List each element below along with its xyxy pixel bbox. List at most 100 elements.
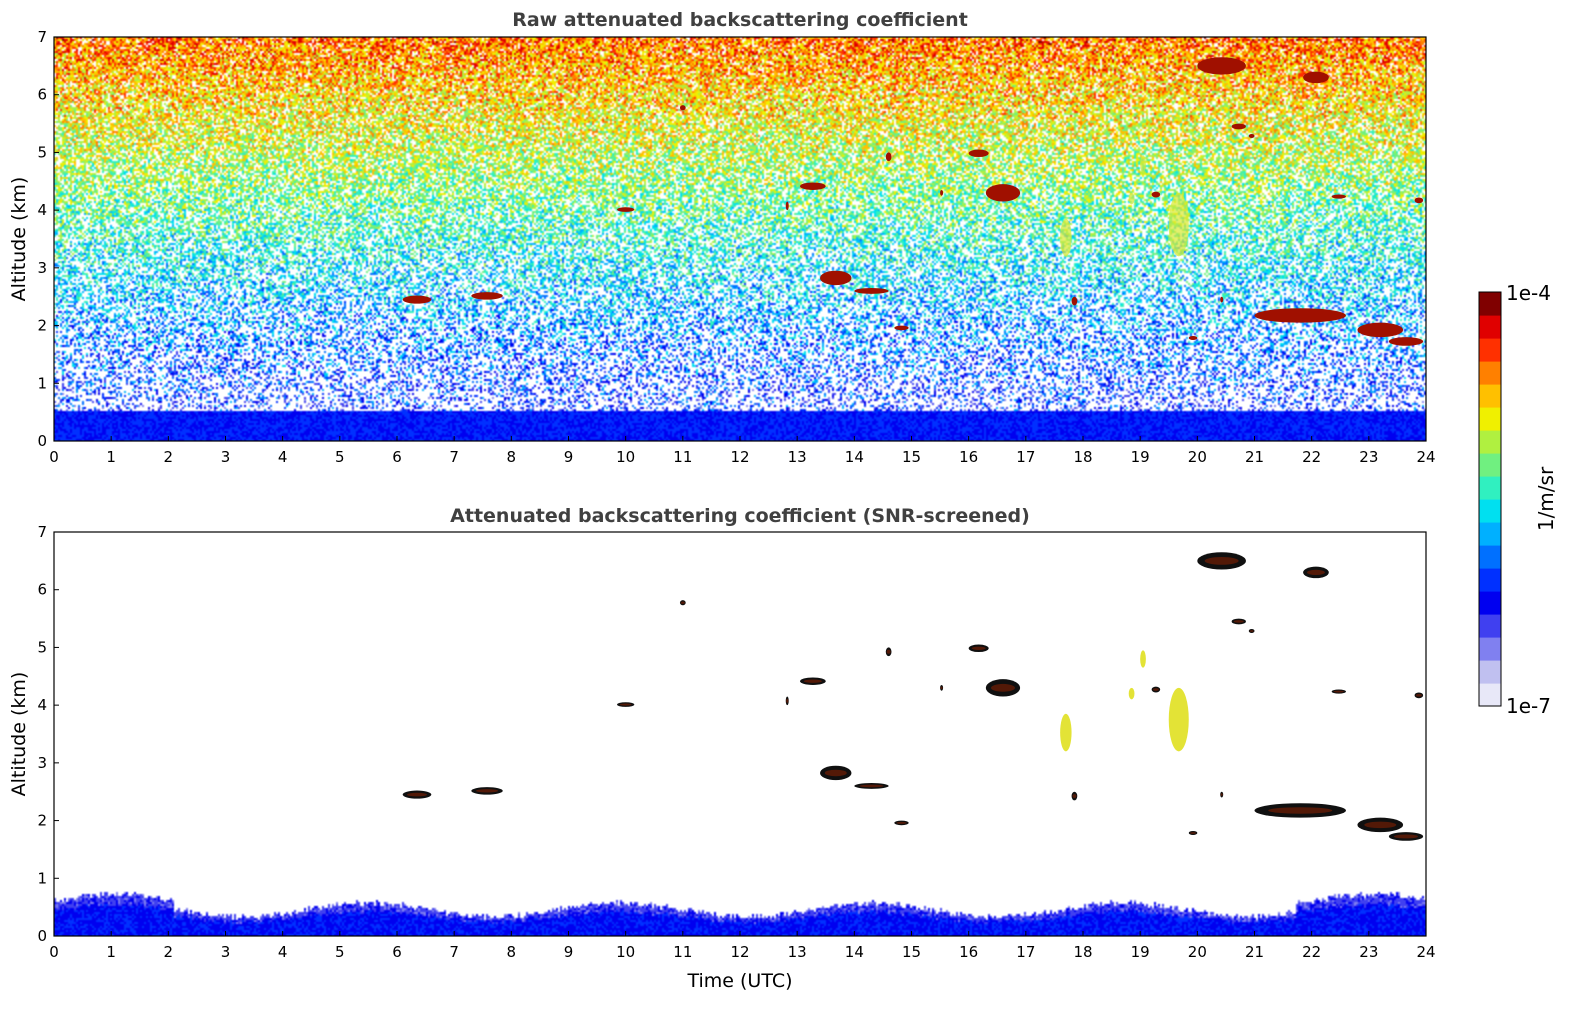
x-tick-label: 6 [392,448,402,466]
cloud-feature [679,105,686,111]
x-tick-label: 5 [335,448,345,466]
x-tick-label: 19 [1131,448,1150,466]
colorbar-step [1479,453,1501,477]
y-tick-label: 6 [37,86,47,104]
colorbar-step [1479,499,1501,523]
x-tick-label: 5 [335,943,345,961]
x-tick-label: 21 [1245,943,1264,961]
colorbar-step [1479,476,1501,500]
cloud-feature [1254,308,1346,323]
raw-cloud-features [402,57,1424,346]
colorbar-max-label: 1e-4 [1506,281,1551,305]
cloud-feature [854,288,889,294]
ice-feature [1168,192,1189,257]
x-tick-label: 4 [278,448,288,466]
x-tick-label: 23 [1359,448,1378,466]
cloud-feature [1357,322,1404,338]
x-tick-label: 13 [788,448,807,466]
cloud-feature [617,207,635,212]
x-tick-label: 16 [959,943,978,961]
raw-panel-title: Raw attenuated backscattering coefficien… [512,9,968,31]
x-tick-label: 11 [673,943,692,961]
y-tick-label: 4 [37,201,47,219]
x-tick-label: 24 [1416,448,1435,466]
x-tick-label: 14 [845,448,864,466]
raw-x-axis: 0 1 2 3 4 5 6 7 8 9 10 11 12 13 14 15 16 17 18 19 20 21 22 23 24 [49,436,1436,466]
y-tick-label: 3 [37,754,47,772]
raw-backscatter-panel: Raw attenuated backscattering coefficien… [8,9,1436,466]
screened-panel-title: Attenuated backscattering coefficient (S… [450,505,1030,527]
colorbar-step [1479,384,1501,408]
x-tick-label: 22 [1302,448,1321,466]
y-tick-label: 1 [37,869,47,887]
cloud-feature [402,295,432,304]
colorbar-step [1479,315,1501,339]
cloud-feature-core [803,679,822,683]
cloud-feature [1303,71,1329,84]
x-tick-label: 20 [1188,943,1207,961]
colorbar: 1e-4 1e-7 1/m/sr [1478,281,1558,718]
cloud-feature [894,325,909,331]
x-tick-label: 21 [1245,448,1264,466]
screened-y-axis: 0 1 2 3 4 5 6 7 [37,523,59,945]
colorbar-step [1479,545,1501,569]
colorbar-step [1479,591,1501,615]
y-tick-label: 5 [37,143,47,161]
cloud-feature [968,149,989,158]
screened-cloud-features [402,552,1424,841]
y-tick-label: 1 [37,374,47,392]
cloud-feature-core [1204,556,1239,565]
x-tick-label: 9 [564,943,574,961]
raw-backscatter-heatmap [54,37,1426,441]
colorbar-step [1479,338,1501,362]
cloud-feature-core [971,646,986,650]
cloud-feature-core [896,821,907,824]
cloud-feature-core [824,769,847,777]
cloud-feature-core [1152,688,1159,691]
x-tick-label: 11 [673,448,692,466]
x-tick-label: 6 [392,943,402,961]
x-axis-label: Time (UTC) [686,970,792,992]
cloud-feature-core [1072,794,1077,798]
raw-y-axis: 0 1 2 3 4 5 6 7 [37,28,59,450]
cloud-feature [1220,296,1224,303]
cloud-feature-core [886,649,891,654]
raw-y-axis-label: Altitude (km) [8,177,30,302]
x-tick-label: 17 [1016,943,1035,961]
ice-feature [1060,218,1072,257]
x-tick-label: 2 [164,448,174,466]
cloud-feature [471,292,503,300]
x-tick-label: 7 [449,448,459,466]
colorbar-step [1479,430,1501,454]
cloud-feature [985,184,1021,202]
colorbar-step [1479,637,1501,661]
cloud-feature-core [1333,690,1344,693]
x-tick-label: 8 [507,943,517,961]
colorbar-frame [1478,291,1502,707]
colorbar-steps [1479,292,1501,707]
cloud-feature-core [859,784,884,788]
cloud-feature [1071,296,1078,306]
colorbar-step [1479,683,1501,707]
x-tick-label: 24 [1416,943,1435,961]
y-tick-label: 0 [37,927,47,945]
x-tick-label: 18 [1073,448,1092,466]
x-tick-label: 15 [902,943,921,961]
cloud-feature-core [407,792,428,797]
ice-feature [1060,713,1072,752]
colorbar-step [1479,407,1501,431]
colorbar-step [1479,361,1501,385]
y-tick-label: 4 [37,696,47,714]
x-tick-label: 20 [1188,448,1207,466]
x-tick-label: 7 [449,943,459,961]
cloud-feature-core [940,686,943,690]
x-tick-label: 12 [730,943,749,961]
cloud-feature [885,152,892,162]
cloud-feature [1197,57,1246,75]
x-tick-label: 9 [564,448,574,466]
cloud-feature-core [1233,620,1244,623]
x-tick-label: 17 [1016,448,1035,466]
x-tick-label: 8 [507,448,517,466]
cloud-feature [1414,197,1424,204]
x-tick-label: 10 [616,943,635,961]
